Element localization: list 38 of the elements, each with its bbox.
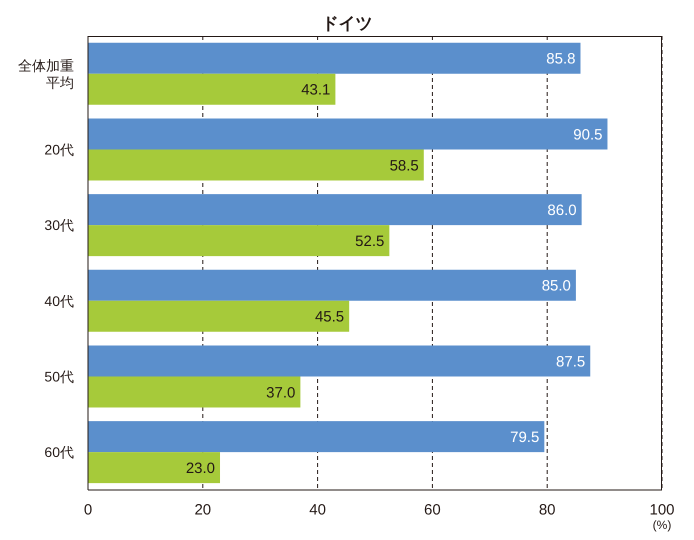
bar [88, 118, 608, 150]
y-tick-label: 全体加重平均 [18, 57, 74, 90]
y-tick-label: 30代 [44, 217, 74, 234]
bar [88, 300, 350, 332]
data-label: 43.1 [301, 82, 330, 99]
data-label: 45.5 [314, 308, 344, 326]
bar [88, 421, 544, 452]
data-label: 90.5 [573, 126, 602, 144]
data-label: 85.0 [542, 278, 571, 295]
data-label: 85.8 [546, 50, 576, 68]
x-tick-label: 0 [84, 502, 92, 519]
x-tick-label: 60 [424, 502, 441, 519]
bar [88, 270, 576, 301]
x-tick-label: 40 [309, 502, 326, 519]
data-label: 86.0 [547, 202, 577, 219]
bar [88, 194, 582, 226]
y-tick-label: 60代 [44, 444, 74, 460]
bar [88, 74, 336, 105]
bar [88, 452, 220, 484]
bar [88, 42, 580, 74]
chart-title: ドイツ [320, 13, 374, 35]
bar [88, 345, 590, 376]
x-axis-title: (%) [652, 518, 672, 532]
y-tick-label: 20代 [44, 142, 74, 158]
data-label: 52.5 [355, 232, 384, 250]
bar [88, 225, 390, 256]
data-label: 58.5 [390, 157, 419, 174]
data-label: 87.5 [556, 353, 586, 370]
x-tick-label: 100 [649, 502, 675, 519]
y-tick-label: 50代 [44, 368, 74, 384]
bar [88, 376, 300, 408]
x-tick-label: 80 [538, 502, 556, 519]
data-label: 79.5 [510, 428, 540, 446]
bar [88, 149, 424, 180]
x-tick-label: 20 [194, 502, 212, 519]
y-tick-label: 40代 [44, 292, 74, 309]
data-label: 23.0 [186, 460, 216, 477]
data-label: 37.0 [266, 384, 296, 402]
